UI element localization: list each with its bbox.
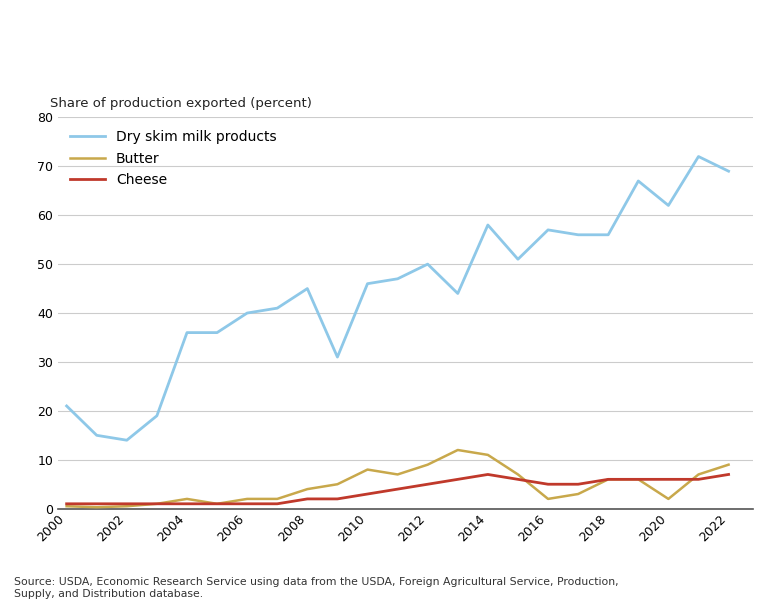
Legend: Dry skim milk products, Butter, Cheese: Dry skim milk products, Butter, Cheese bbox=[65, 125, 282, 193]
Text: Economic Research Service: Economic Research Service bbox=[534, 23, 739, 36]
Text: USDA: USDA bbox=[485, 27, 551, 48]
Text: Share of U.S. butter, cheese, dry skim milk: Share of U.S. butter, cheese, dry skim m… bbox=[14, 11, 433, 29]
Text: products exported, 2000–22: products exported, 2000–22 bbox=[14, 58, 289, 76]
Text: Share of production exported (percent): Share of production exported (percent) bbox=[50, 97, 312, 110]
Text: Source: USDA, Economic Research Service using data from the USDA, Foreign Agricu: Source: USDA, Economic Research Service … bbox=[14, 577, 618, 599]
Text: U.S. DEPARTMENT OF AGRICULTURE: U.S. DEPARTMENT OF AGRICULTURE bbox=[534, 49, 684, 58]
